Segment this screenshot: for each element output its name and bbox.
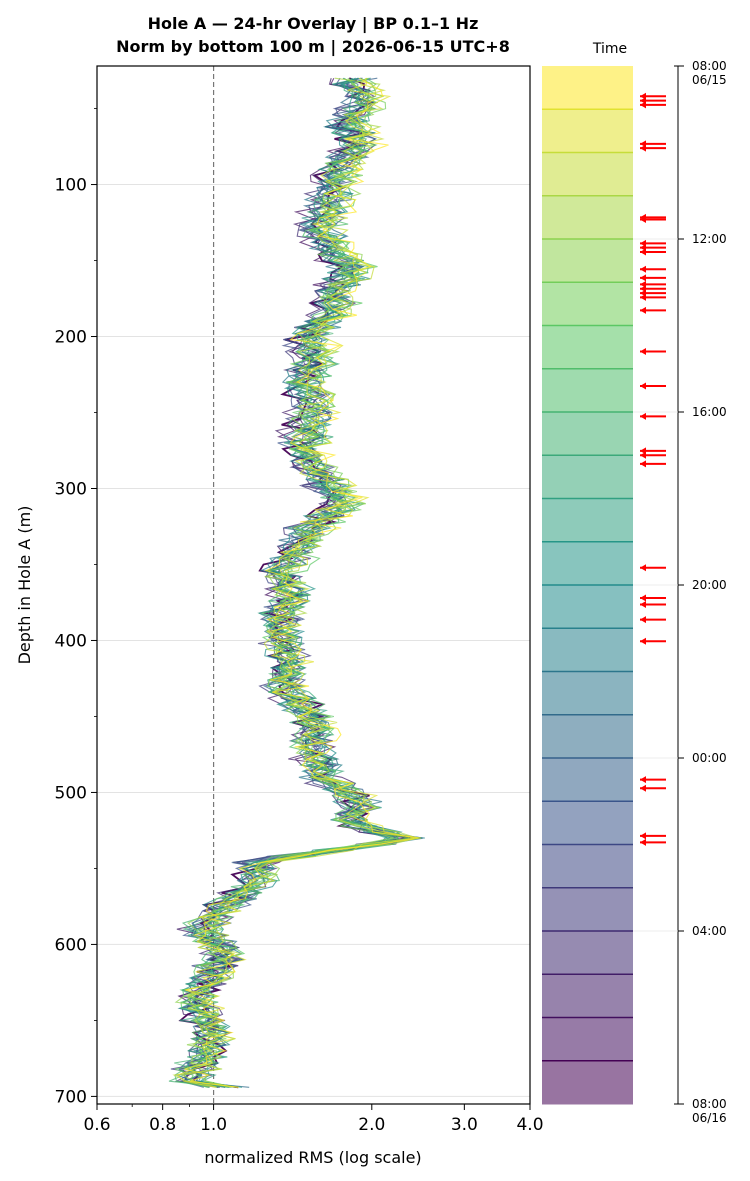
event-arrow-head [640, 460, 646, 468]
x-tick-label: 0.6 [83, 1115, 110, 1135]
time-band [542, 714, 633, 759]
time-band [542, 66, 633, 110]
event-arrow-head [640, 265, 646, 273]
event-arrow-head [640, 216, 646, 224]
chart-title-line1: Hole A — 24-hr Overlay | BP 0.1–1 Hz [148, 14, 479, 34]
time-band [542, 498, 633, 543]
time-tick-label: 06/15 [692, 73, 727, 87]
event-arrow-head [640, 784, 646, 792]
series-line [176, 78, 415, 1088]
time-tick-label: 06/16 [692, 1111, 727, 1125]
event-arrow-head [640, 564, 646, 572]
time-band [542, 541, 633, 586]
event-arrow-head [640, 382, 646, 390]
x-tick-label: 3.0 [451, 1115, 478, 1135]
event-arrow-head [640, 838, 646, 846]
time-band [542, 325, 633, 370]
time-tick-label: 20:00 [692, 578, 727, 592]
y-axis-label: Depth in Hole A (m) [15, 506, 34, 665]
time-band [542, 628, 633, 672]
time-band [542, 974, 633, 1018]
time-band [542, 195, 633, 240]
time-band [542, 412, 633, 456]
event-arrow-head [640, 616, 646, 624]
time-band [542, 1017, 633, 1062]
chart-title-line2: Norm by bottom 100 m | 2026-06-15 UTC+8 [116, 37, 510, 57]
time-band [542, 1060, 633, 1105]
event-arrow-head [640, 637, 646, 645]
time-band [542, 368, 633, 413]
time-band [542, 152, 633, 197]
time-band [542, 455, 633, 499]
time-tick-label: 04:00 [692, 924, 727, 938]
event-arrow-head [640, 248, 646, 256]
plot-frame [96, 65, 531, 1105]
series-group [168, 77, 425, 1089]
time-tick-label: 16:00 [692, 405, 727, 419]
time-band [542, 931, 633, 975]
time-band [542, 801, 633, 845]
event-arrow-head [640, 451, 646, 459]
event-arrow-head [640, 274, 646, 282]
x-tick-label: 2.0 [358, 1115, 385, 1135]
x-axis-label: normalized RMS (log scale) [204, 1148, 421, 1167]
time-tick-label: 00:00 [692, 751, 727, 765]
event-arrow-head [640, 594, 646, 602]
x-tick-label: 0.8 [149, 1115, 176, 1135]
time-band [542, 585, 633, 629]
time-tick-label: 08:00 [692, 1097, 727, 1111]
time-band [542, 671, 633, 716]
event-arrow-head [640, 101, 646, 109]
time-band [542, 109, 633, 153]
event-arrow-head [640, 412, 646, 420]
event-arrow-head [640, 144, 646, 152]
series-line [183, 77, 421, 1088]
x-tick-label: 1.0 [200, 1115, 227, 1135]
x-tick-label: 4.0 [516, 1115, 543, 1135]
time-panel-label: Time [592, 41, 627, 57]
y-tick-label: 200 [55, 328, 87, 348]
y-tick-label: 700 [55, 1087, 87, 1107]
time-band [542, 844, 633, 889]
event-arrow-head [640, 776, 646, 784]
y-tick-label: 500 [55, 783, 87, 803]
series-line [172, 77, 419, 1088]
time-band [542, 239, 633, 283]
event-arrow-head [640, 306, 646, 314]
main-plot: 100 200 300 400 500 600 700 0.6 0.8 1.0 2.0 3.0 4.0 [55, 65, 544, 1135]
time-band [542, 282, 633, 326]
time-tick-label: 08:00 [692, 59, 727, 73]
time-band [542, 758, 633, 802]
y-tick-label: 600 [55, 935, 87, 955]
event-arrow-head [640, 832, 646, 840]
event-arrow-head [640, 347, 646, 355]
y-tick-label: 300 [55, 479, 87, 499]
y-tick-label: 100 [55, 176, 87, 196]
y-tick-label: 400 [55, 631, 87, 651]
time-colorbar-panel: 08:0006/1512:0016:0020:0000:0004:0008:00… [542, 59, 727, 1125]
series-line [187, 77, 410, 1088]
time-tick-label: 12:00 [692, 232, 727, 246]
event-arrow-head [640, 293, 646, 301]
time-band [542, 887, 633, 932]
event-arrow-head [640, 600, 646, 608]
